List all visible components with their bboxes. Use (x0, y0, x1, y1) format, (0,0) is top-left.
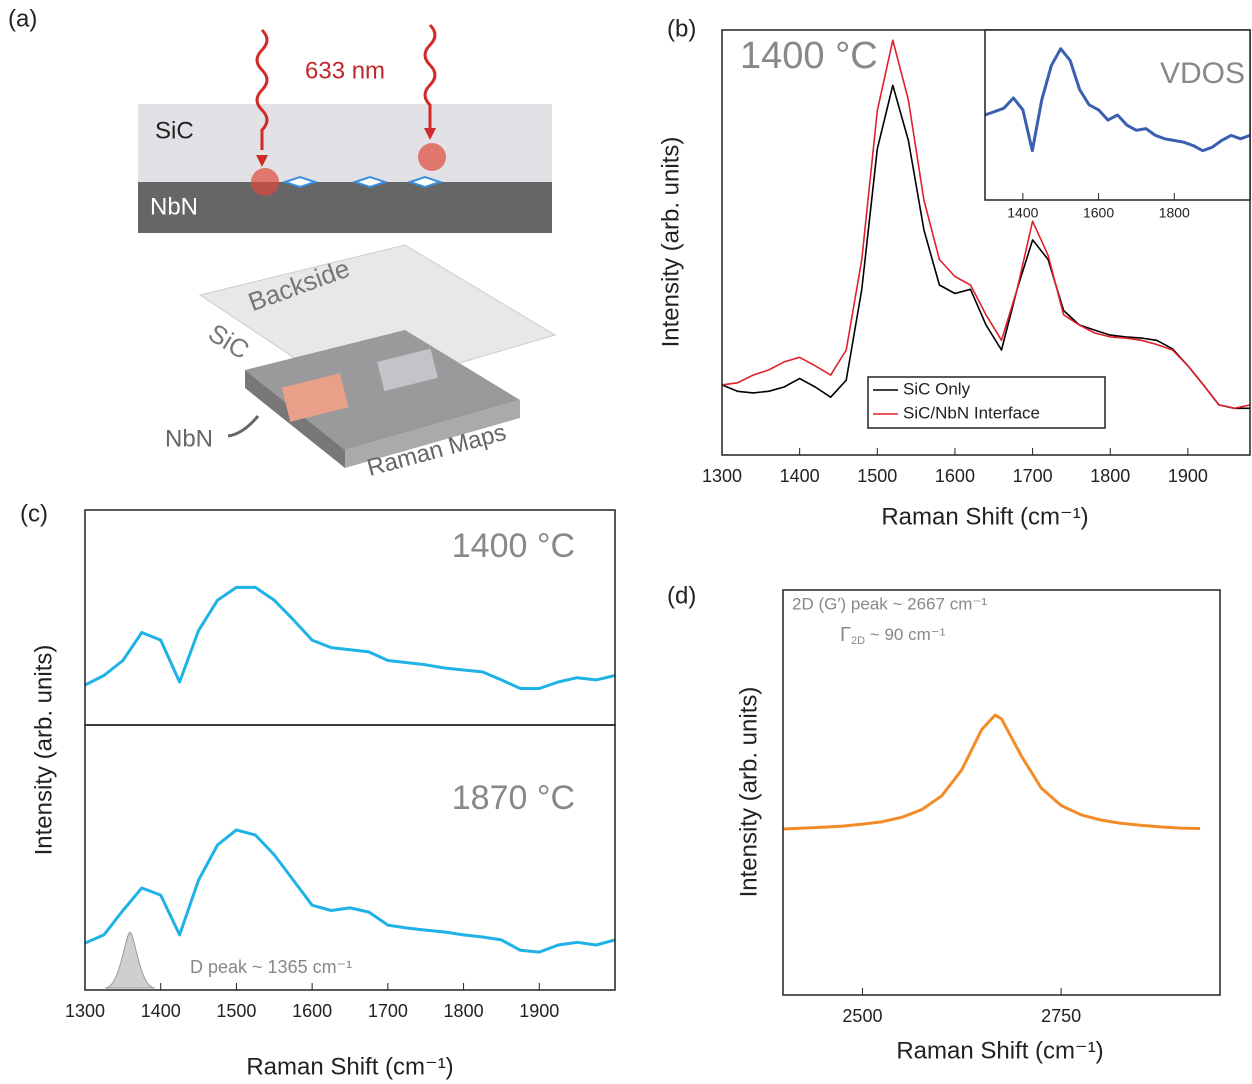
x-tick-label: 1800 (1159, 205, 1190, 221)
y-axis-label: Intensity (arb. units) (735, 687, 762, 898)
annotation: 1400 °C (740, 35, 878, 77)
series-line (984, 47, 1251, 153)
x-tick-label: 1900 (519, 1001, 559, 1021)
sic-layer (138, 104, 552, 182)
x-tick-label: 1400 (780, 466, 820, 486)
x-tick-label: 1600 (292, 1001, 332, 1021)
plot-frame (984, 29, 1251, 201)
y-axis-label: Intensity (arb. units) (657, 137, 684, 348)
pointer (227, 415, 260, 438)
annotation: 1870 °C (452, 779, 575, 817)
laser-spot (418, 143, 446, 171)
panel-label: (b) (667, 15, 696, 42)
x-axis-label: Raman Shift (cm⁻¹) (881, 503, 1088, 530)
arrow-head (424, 128, 436, 140)
y-axis-label: Intensity (arb. units) (30, 645, 57, 856)
block-side (345, 400, 520, 468)
x-tick-label: 1700 (368, 1001, 408, 1021)
series-line (84, 585, 616, 690)
annotation: Γ2D ~ 90 cm⁻¹ (840, 624, 946, 647)
x-tick-label: 1300 (65, 1001, 105, 1021)
nbn-face (245, 330, 520, 450)
series-line (721, 84, 1250, 410)
arrow-head (256, 155, 268, 167)
x-tick-label: 2750 (1041, 1006, 1081, 1026)
plot-frame (84, 724, 616, 991)
nbn-layer (138, 182, 552, 233)
x-tick-label: 1500 (857, 466, 897, 486)
d-peak-shape (104, 931, 156, 989)
x-tick-label: 1300 (702, 466, 742, 486)
x-tick-label: 1700 (1013, 466, 1053, 486)
block-label: NbN (165, 425, 213, 452)
x-tick-label: 1900 (1168, 466, 1208, 486)
series-line (782, 713, 1201, 831)
panel-label: (d) (667, 582, 696, 609)
x-axis-label: Raman Shift (cm⁻¹) (896, 1037, 1103, 1064)
layer-label: SiC (155, 117, 194, 144)
panel-label: (c) (20, 500, 48, 527)
annotation: 2D (G′) peak ~ 2667 cm⁻¹ (792, 594, 987, 613)
series-line (84, 828, 616, 954)
x-tick-label: 1600 (935, 466, 975, 486)
annotation-text: ~ 90 cm⁻¹ (865, 625, 946, 644)
series-line (721, 39, 1251, 410)
x-tick-label: 2500 (842, 1006, 882, 1026)
legend-label: SiC Only (903, 379, 971, 398)
laser-arrow (423, 23, 437, 130)
x-tick-label: 1600 (1083, 205, 1114, 221)
legend-label: SiC/NbN Interface (903, 403, 1040, 422)
panel-label: (a) (8, 5, 37, 32)
layer-label: NbN (150, 193, 198, 220)
raman-map (281, 373, 349, 422)
graphene-flakes (281, 175, 444, 189)
x-tick-label: 1400 (141, 1001, 181, 1021)
laser-arrow (255, 28, 269, 150)
wavelength-label: 633 nm (305, 57, 385, 84)
raman-map (377, 348, 438, 392)
annotation: D peak ~ 1365 cm⁻¹ (190, 957, 352, 977)
x-tick-label: 1800 (1090, 466, 1130, 486)
x-tick-label: 1400 (1007, 205, 1038, 221)
laser-spot (251, 168, 279, 196)
annotation: VDOS (1160, 57, 1245, 90)
panel-a: (a) SiC NbN 633 nm Backside SiC NbN Rama… (8, 5, 557, 482)
x-tick-label: 1500 (216, 1001, 256, 1021)
annotation: 1400 °C (452, 527, 575, 565)
legend-box (867, 376, 1106, 429)
plot-frame (782, 589, 1221, 996)
x-axis-label: Raman Shift (cm⁻¹) (246, 1053, 453, 1080)
x-tick-label: 1800 (444, 1001, 484, 1021)
annotation-symbol: Γ (840, 624, 851, 646)
annotation-subscript: 2D (851, 635, 865, 647)
